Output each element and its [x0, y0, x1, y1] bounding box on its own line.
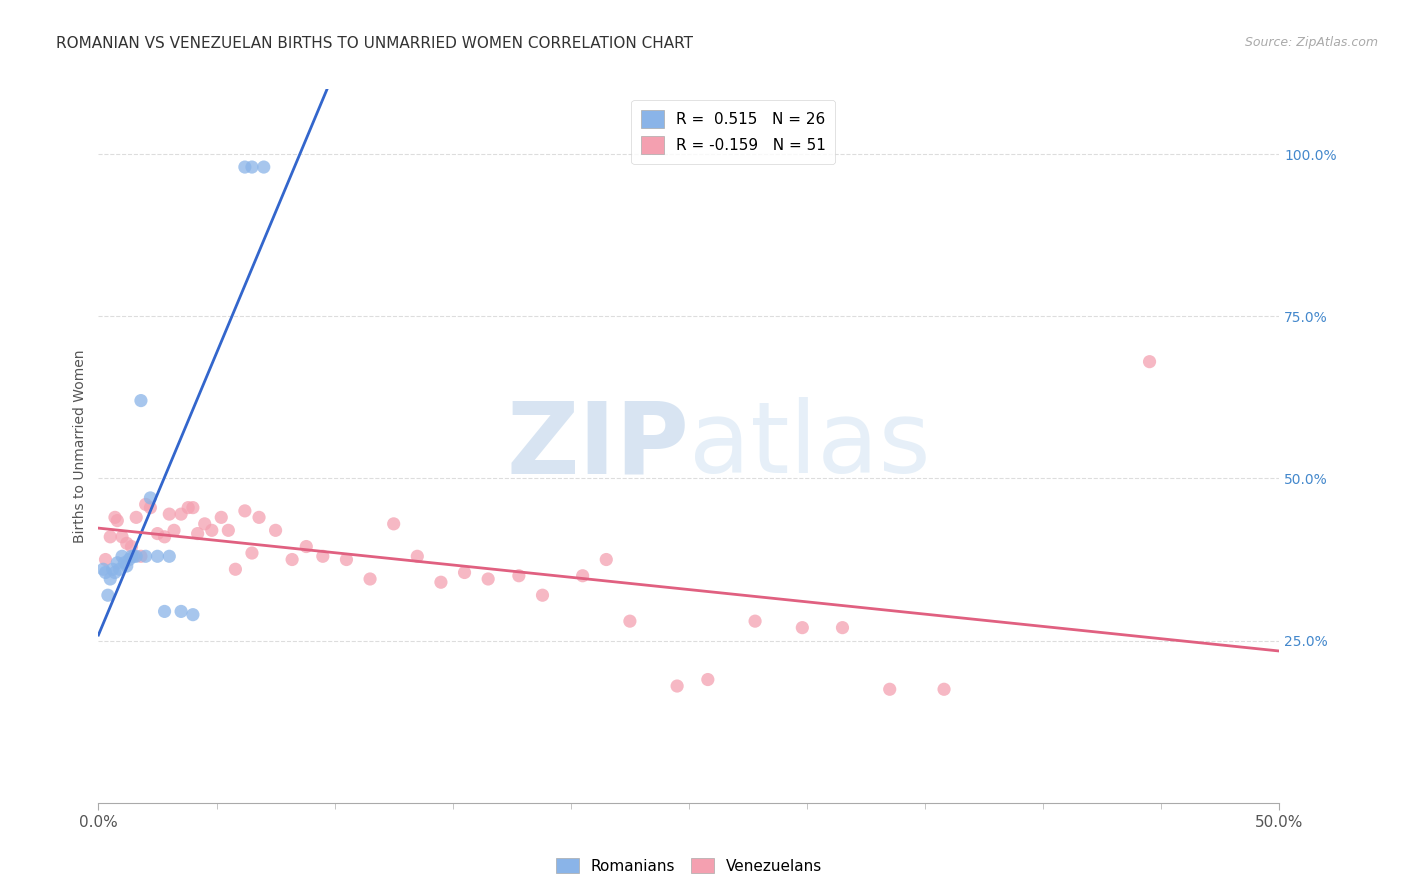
Point: [115, 559, 138, 574]
Point: [359, 572, 381, 586]
Point: [104, 510, 127, 524]
Point: [1139, 354, 1161, 368]
Point: [125, 510, 148, 524]
Point: [101, 562, 124, 576]
Point: [129, 393, 152, 408]
Point: [98, 530, 121, 544]
Text: Source: ZipAtlas.com: Source: ZipAtlas.com: [1244, 36, 1378, 49]
Point: [170, 507, 193, 521]
Text: ZIP: ZIP: [506, 398, 689, 494]
Point: [619, 614, 641, 628]
Point: [240, 160, 263, 174]
Point: [94, 566, 117, 580]
Point: [201, 524, 224, 538]
Point: [932, 682, 955, 697]
Point: [744, 614, 766, 628]
Point: [104, 566, 127, 580]
Point: [595, 552, 617, 566]
Point: [879, 682, 901, 697]
Point: [508, 568, 530, 582]
Point: [240, 546, 263, 560]
Point: [118, 552, 141, 566]
Point: [792, 621, 814, 635]
Point: [125, 549, 148, 564]
Text: ROMANIAN VS VENEZUELAN BIRTHS TO UNMARRIED WOMEN CORRELATION CHART: ROMANIAN VS VENEZUELAN BIRTHS TO UNMARRI…: [56, 36, 693, 51]
Point: [406, 549, 429, 564]
Point: [181, 607, 204, 622]
Point: [108, 562, 131, 576]
Point: [122, 549, 145, 564]
Point: [135, 497, 157, 511]
Legend: R =  0.515   N = 26, R = -0.159   N = 51: R = 0.515 N = 26, R = -0.159 N = 51: [631, 101, 835, 163]
Point: [382, 516, 405, 531]
Y-axis label: Births to Unmarried Women: Births to Unmarried Women: [73, 350, 87, 542]
Point: [295, 540, 318, 554]
Point: [98, 572, 121, 586]
Point: [181, 500, 204, 515]
Point: [666, 679, 689, 693]
Point: [217, 524, 239, 538]
Point: [105, 514, 128, 528]
Point: [209, 510, 232, 524]
Point: [177, 500, 200, 515]
Point: [194, 516, 217, 531]
Point: [571, 568, 593, 582]
Point: [430, 575, 453, 590]
Point: [247, 510, 270, 524]
Point: [121, 549, 143, 564]
Point: [187, 526, 209, 541]
Point: [831, 621, 853, 635]
Point: [139, 491, 162, 505]
Point: [146, 526, 169, 541]
Point: [111, 530, 134, 544]
Point: [129, 549, 152, 564]
Point: [224, 562, 246, 576]
Point: [112, 556, 135, 570]
Point: [157, 507, 180, 521]
Point: [264, 524, 287, 538]
Legend: Romanians, Venezuelans: Romanians, Venezuelans: [550, 852, 828, 880]
Point: [94, 552, 117, 566]
Point: [453, 566, 475, 580]
Point: [233, 160, 256, 174]
Point: [135, 549, 157, 564]
Point: [91, 562, 114, 576]
Point: [281, 552, 304, 566]
Point: [335, 552, 357, 566]
Point: [696, 673, 718, 687]
Point: [115, 536, 138, 550]
Point: [312, 549, 335, 564]
Point: [121, 540, 143, 554]
Point: [153, 530, 176, 544]
Point: [146, 549, 169, 564]
Point: [170, 604, 193, 618]
Point: [157, 549, 180, 564]
Point: [105, 556, 128, 570]
Point: [233, 504, 256, 518]
Point: [97, 588, 120, 602]
Point: [477, 572, 499, 586]
Point: [163, 524, 186, 538]
Point: [153, 604, 176, 618]
Point: [531, 588, 554, 602]
Point: [253, 160, 276, 174]
Text: atlas: atlas: [689, 398, 931, 494]
Point: [139, 500, 162, 515]
Point: [111, 549, 134, 564]
